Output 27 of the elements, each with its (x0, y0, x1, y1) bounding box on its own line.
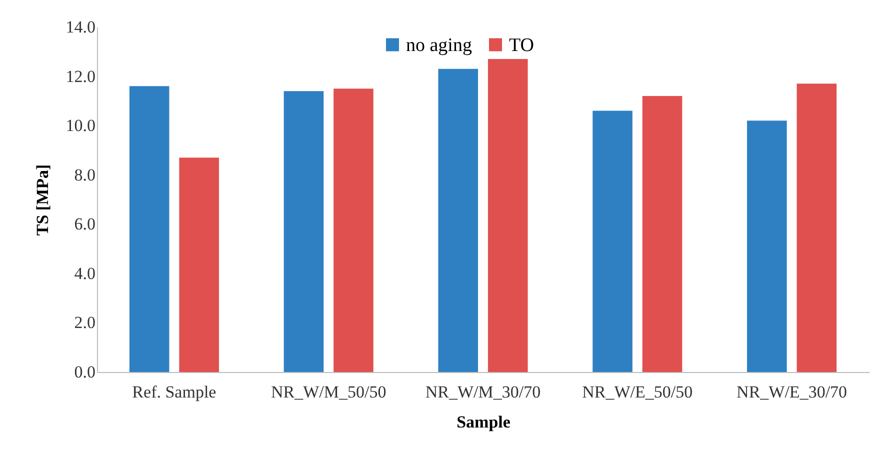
y-tick-label: 6.0 (74, 214, 96, 234)
y-tick-label: 10.0 (66, 116, 96, 136)
y-tick-label: 2.0 (74, 313, 96, 332)
x-axis-title: Sample (456, 412, 511, 432)
bar (334, 88, 374, 372)
bar (796, 84, 837, 372)
bar (438, 68, 478, 372)
y-tick-label: 0.0 (74, 362, 96, 382)
bar (642, 96, 682, 372)
y-tick-label: 14.0 (66, 18, 96, 36)
y-axis-title: TS [MPa] (32, 164, 52, 236)
y-tick-label: 4.0 (74, 264, 96, 283)
x-tick-label: Ref. Sample (132, 382, 216, 402)
bar (129, 86, 170, 372)
bar (747, 120, 787, 372)
bar (488, 59, 528, 372)
bar (179, 158, 219, 372)
y-tick-label: 12.0 (66, 66, 96, 86)
bar (284, 91, 324, 372)
legend-label: no aging (406, 34, 472, 56)
legend-label: TO (509, 34, 534, 56)
x-tick-label: NR_W/E_30/70 (736, 382, 848, 402)
x-tick-label: NR_W/M_30/70 (425, 382, 541, 402)
x-tick-label: NR_W/E_50/50 (582, 382, 693, 402)
x-tick-label: NR_W/M_50/50 (270, 382, 386, 402)
y-tick-label: 8.0 (74, 165, 96, 184)
bar (592, 110, 632, 372)
